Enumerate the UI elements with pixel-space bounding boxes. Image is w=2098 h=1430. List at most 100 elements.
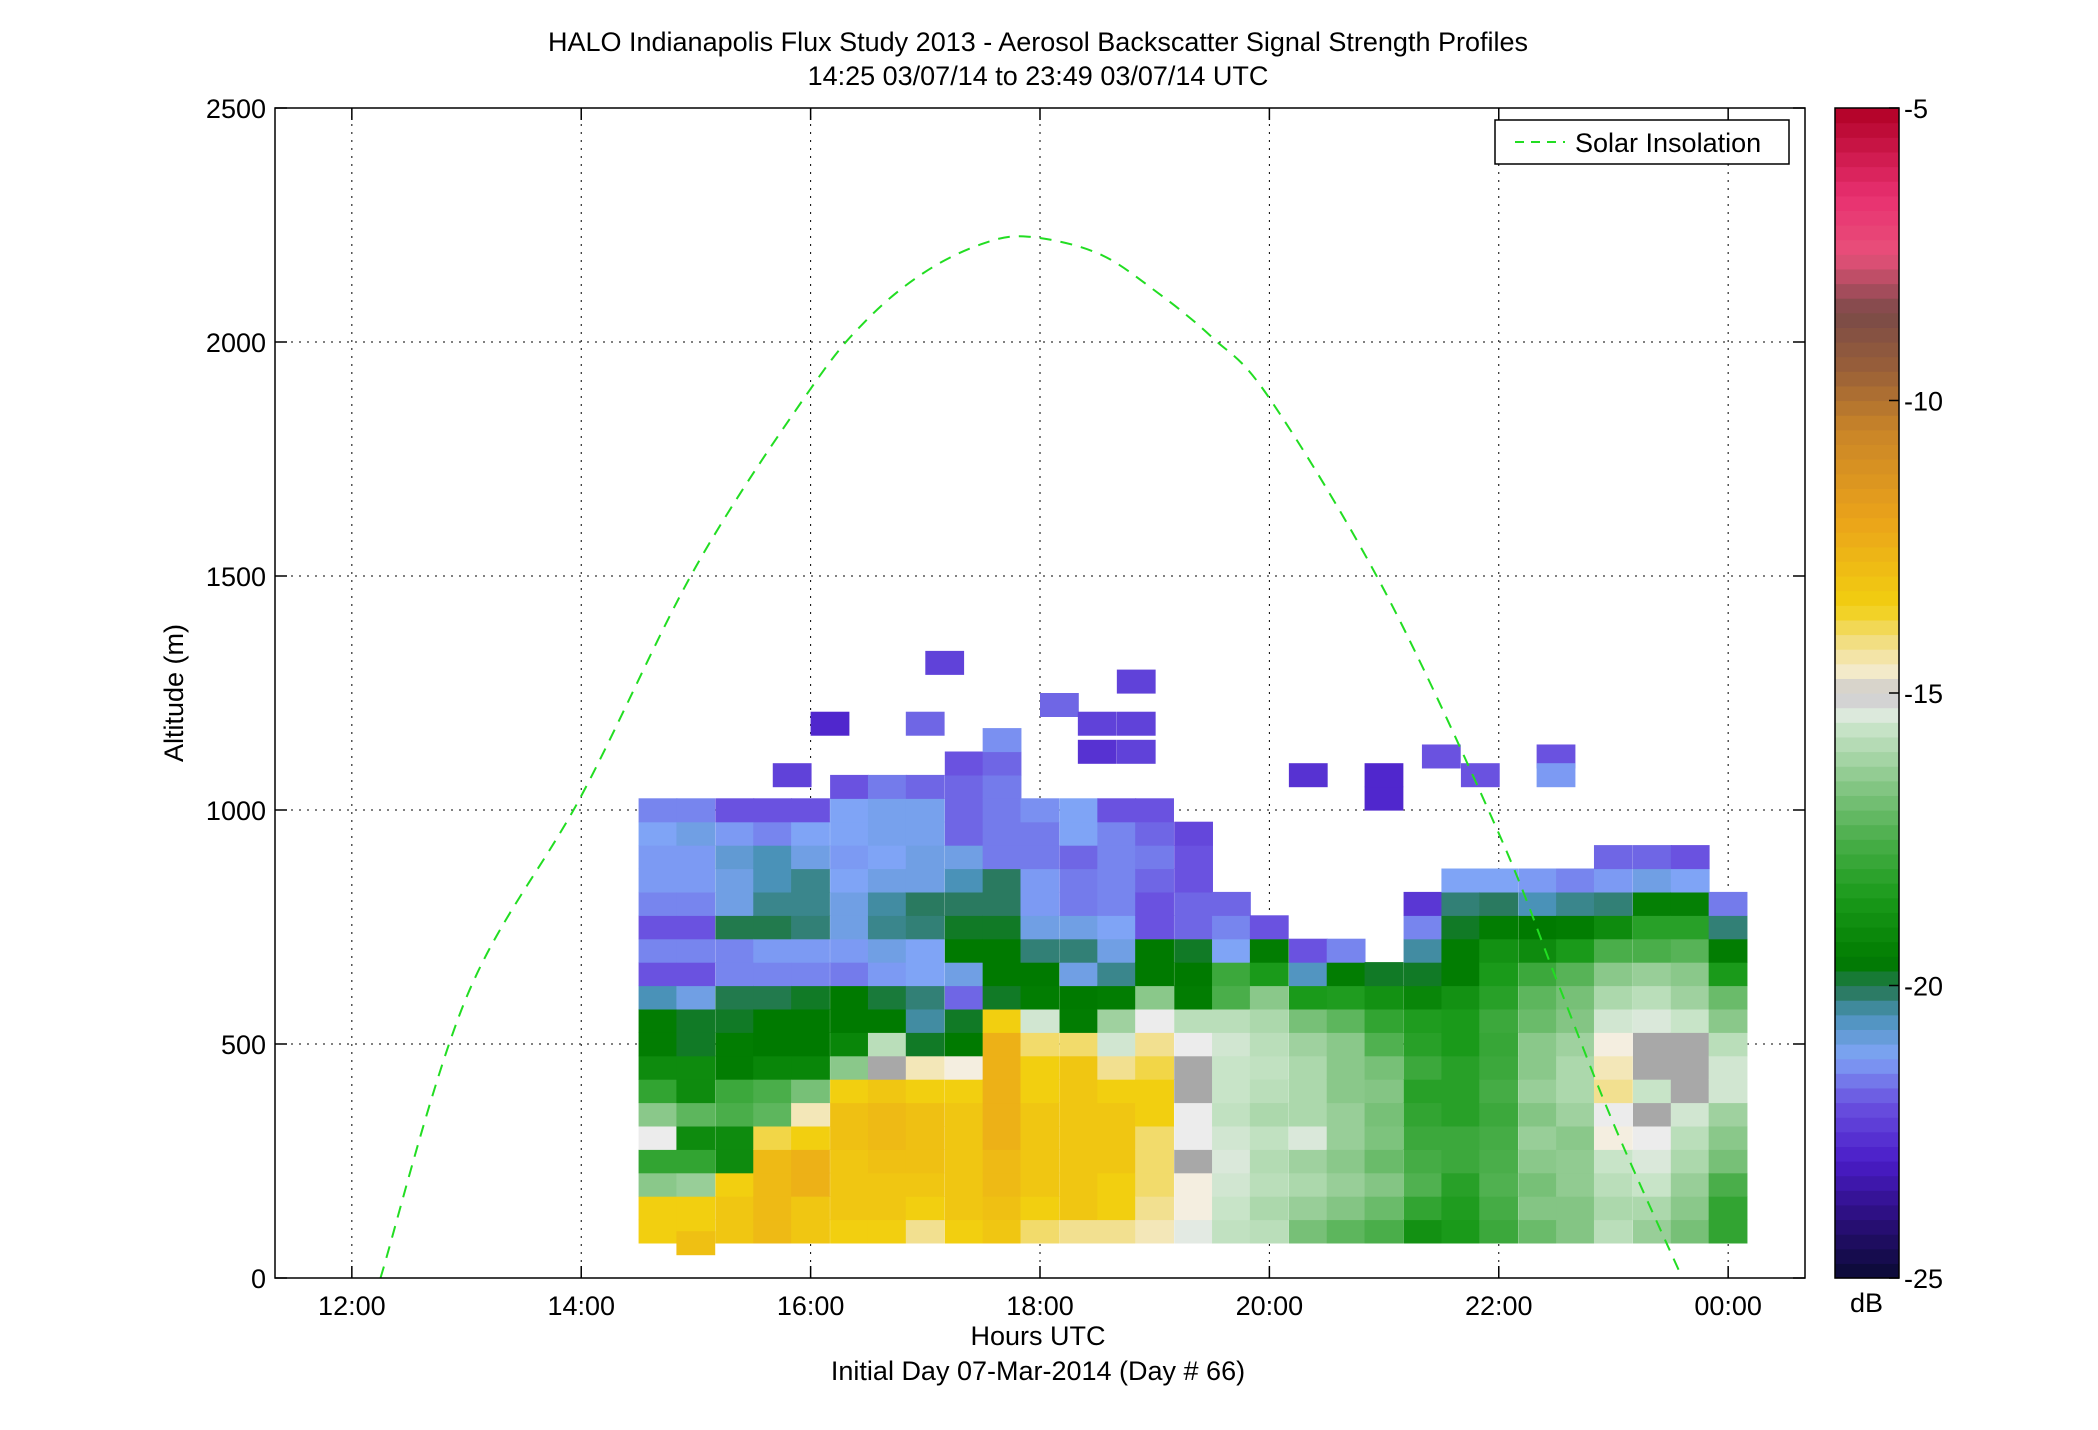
heatmap-cell [753, 1102, 793, 1127]
heatmap-cell [982, 1032, 1022, 1057]
heatmap-cell [1364, 985, 1404, 1010]
heatmap-cell [830, 1032, 869, 1057]
heatmap-cell [715, 868, 755, 893]
heatmap-cell [1020, 868, 1060, 893]
heatmap-cell [982, 751, 1022, 776]
colorbar-swatch [1835, 927, 1899, 943]
heatmap-cell [1670, 962, 1710, 987]
heatmap-cell [1249, 1055, 1289, 1080]
heatmap-cell [1212, 1149, 1251, 1174]
heatmap-cell-isolated [1116, 669, 1156, 694]
heatmap-cell [638, 1196, 678, 1221]
heatmap-cell [830, 798, 869, 823]
heatmap-cell [1174, 868, 1213, 893]
heatmap-cell [1212, 915, 1251, 940]
colorbar-swatch [1835, 195, 1899, 211]
heatmap-cell [1135, 985, 1174, 1010]
heatmap-cell [1288, 985, 1328, 1010]
heatmap-cell [867, 1125, 907, 1150]
colorbar-swatch [1835, 985, 1899, 1001]
heatmap-cell [905, 1172, 945, 1197]
heatmap-cell [1059, 1196, 1099, 1221]
heatmap-cell [1403, 1219, 1443, 1244]
heatmap-cell [1441, 1102, 1481, 1127]
heatmap-cell [676, 915, 716, 940]
heatmap-cell [1135, 915, 1174, 940]
heatmap-cell [1249, 985, 1289, 1010]
heatmap-cell [1212, 1008, 1251, 1033]
heatmap-cell [1249, 1196, 1289, 1221]
heatmap-cell [638, 891, 678, 916]
colorbar-swatch [1835, 1190, 1899, 1206]
heatmap-cell [1556, 1149, 1595, 1174]
heatmap-cell [1670, 1219, 1710, 1244]
heatmap-cell [638, 962, 678, 987]
heatmap-cell [944, 1055, 984, 1080]
heatmap-cell [1020, 1008, 1060, 1033]
heatmap-cell [1441, 868, 1481, 893]
heatmap-cell [867, 962, 907, 987]
heatmap-cell [715, 1032, 755, 1057]
heatmap-cell [1174, 1079, 1213, 1104]
heatmap-cell [1518, 1172, 1558, 1197]
heatmap-cell [1670, 985, 1710, 1010]
heatmap-cell [715, 962, 755, 987]
heatmap-cell [1020, 1079, 1060, 1104]
heatmap-cell [905, 1055, 945, 1080]
heatmap-cell [1479, 868, 1519, 893]
heatmap-cell-isolated [1116, 739, 1156, 764]
heatmap-cell [676, 1172, 716, 1197]
heatmap-cell [982, 1196, 1022, 1221]
heatmap-cell [1441, 1055, 1481, 1080]
heatmap-cell [791, 798, 830, 823]
colorbar-swatch [1835, 385, 1899, 402]
colorbar-swatch [1835, 576, 1899, 592]
colorbar-swatch [1835, 122, 1899, 138]
heatmap-cell [753, 1079, 793, 1104]
heatmap-cell [905, 821, 945, 846]
heatmap-cell [830, 845, 869, 870]
heatmap-cell [638, 1102, 678, 1127]
heatmap-cell [1059, 891, 1099, 916]
heatmap-cell [1174, 1196, 1213, 1221]
heatmap-cell [1326, 1008, 1366, 1033]
heatmap-cell [830, 1055, 869, 1080]
heatmap-cell [1403, 1055, 1443, 1080]
heatmap-cell [1135, 1172, 1174, 1197]
x-tick-label: 22:00 [1465, 1291, 1533, 1321]
heatmap-cell [830, 1079, 869, 1104]
colorbar-swatch [1835, 897, 1899, 913]
heatmap-cell [1249, 915, 1289, 940]
heatmap-cell [1326, 1149, 1366, 1174]
heatmap-cell [1135, 845, 1174, 870]
heatmap-cell [944, 938, 984, 963]
heatmap-cell [1403, 962, 1443, 987]
colorbar-swatch [1835, 1248, 1899, 1264]
heatmap-cell [1249, 938, 1289, 963]
heatmap-cell [1097, 1149, 1137, 1174]
x-tick-label: 00:00 [1694, 1291, 1762, 1321]
heatmap-cell [1288, 1219, 1328, 1244]
heatmap-cell [791, 845, 830, 870]
colorbar: -25 -20 -15 -10 -5 dB [1834, 94, 1943, 1318]
heatmap-cell [1097, 938, 1137, 963]
heatmap-cell [1479, 891, 1519, 916]
heatmap-cell [1097, 1032, 1137, 1057]
heatmap-cell [1479, 985, 1519, 1010]
heatmap-cell [1403, 891, 1443, 916]
heatmap-cell [1174, 1055, 1213, 1080]
heatmap-cell [1135, 1149, 1174, 1174]
heatmap-cell [1556, 1219, 1595, 1244]
heatmap-cell [905, 891, 945, 916]
colorbar-swatch [1835, 766, 1899, 782]
heatmap-cell [1135, 938, 1174, 963]
colorbar-swatch [1835, 225, 1899, 241]
heatmap-cell [1097, 845, 1137, 870]
heatmap-cell [867, 1196, 907, 1221]
heatmap-cell [1135, 1055, 1174, 1080]
colorbar-swatch [1835, 722, 1899, 738]
heatmap-cell [944, 962, 984, 987]
heatmap-cell [1479, 962, 1519, 987]
heatmap-cell [1097, 985, 1137, 1010]
colorbar-swatch [1835, 327, 1899, 343]
